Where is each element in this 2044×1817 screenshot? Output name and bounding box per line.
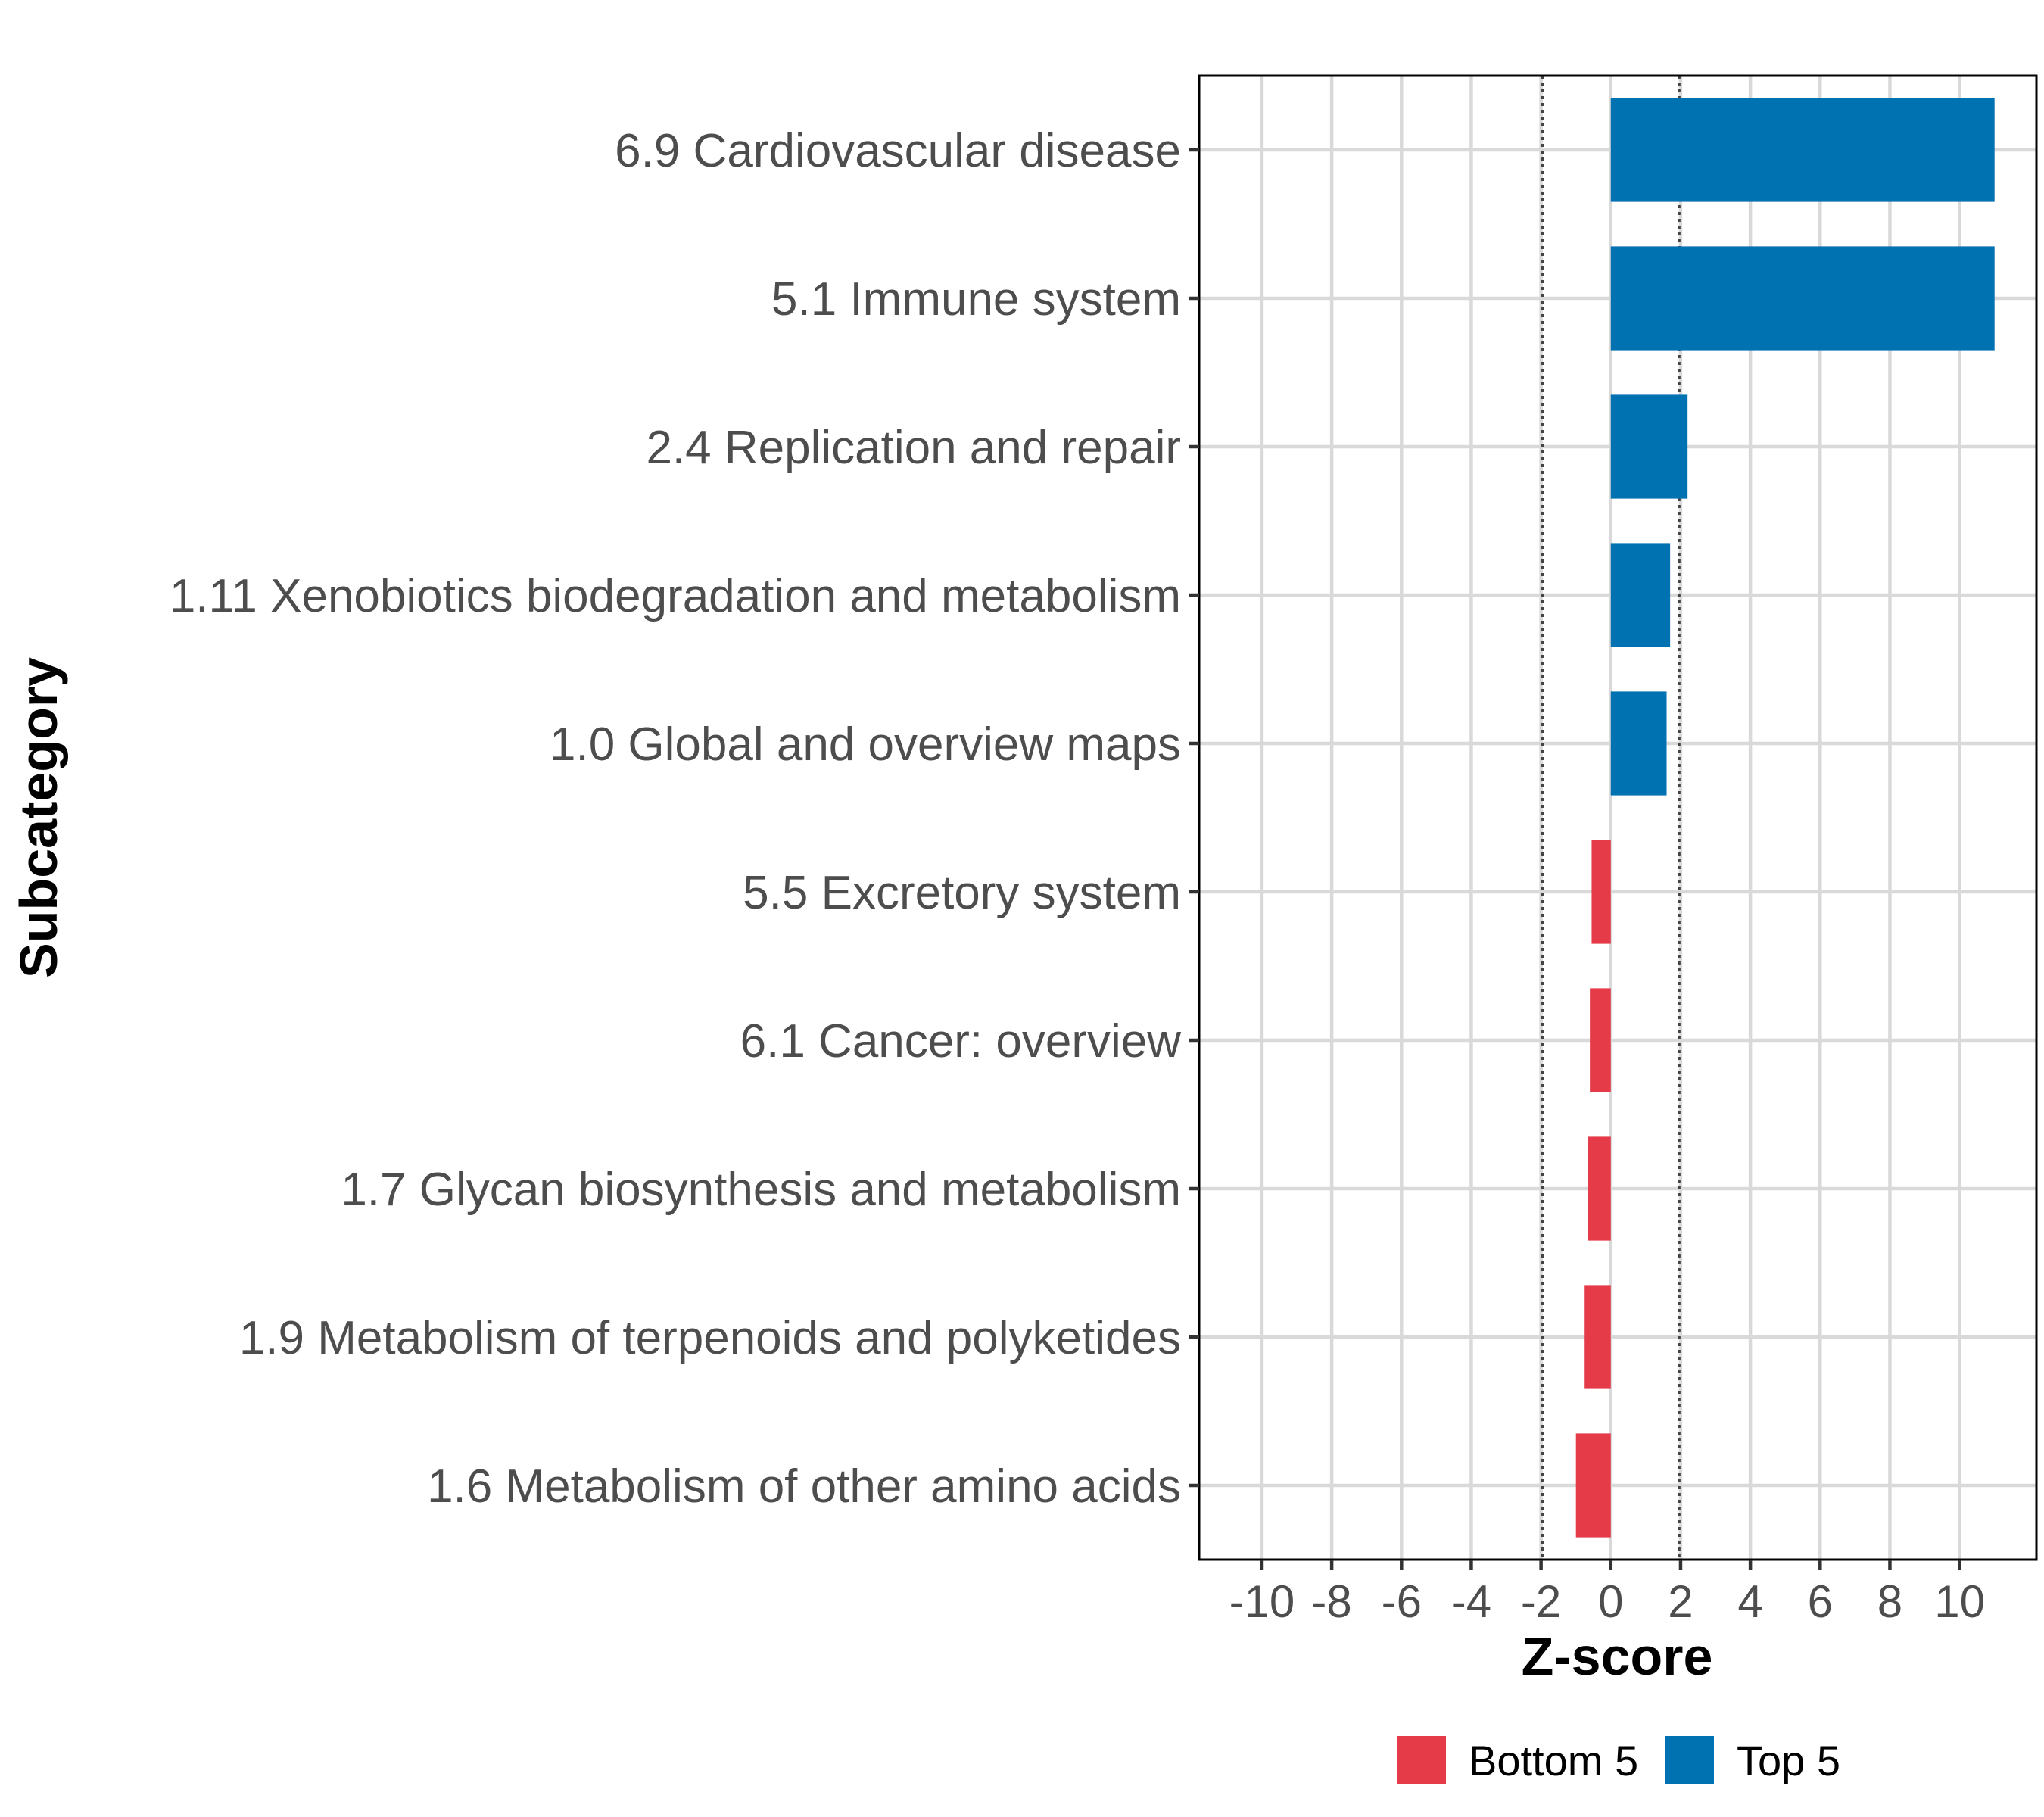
x-tick-label: 4	[1737, 1576, 1762, 1627]
legend-label: Top 5	[1737, 1737, 1840, 1784]
bar	[1610, 394, 1688, 499]
x-tick-label: -8	[1311, 1576, 1351, 1627]
bar	[1584, 1285, 1611, 1389]
x-tick-label: 8	[1877, 1576, 1902, 1627]
x-tick-label: -10	[1229, 1576, 1295, 1627]
bar-layer	[1575, 98, 1995, 1538]
bar	[1610, 246, 1995, 351]
x-axis-title: Z-score	[1522, 1627, 1713, 1686]
bar	[1610, 543, 1671, 647]
category-label: 6.9 Cardiovascular disease	[615, 125, 1181, 177]
legend-label: Bottom 5	[1469, 1737, 1638, 1784]
category-label: 1.7 Glycan biosynthesis and metabolism	[341, 1164, 1181, 1216]
bar	[1575, 1433, 1611, 1538]
category-label: 1.11 Xenobiotics biodegradation and meta…	[170, 570, 1181, 622]
legend: Bottom 5 Top 5	[1397, 1736, 1840, 1784]
x-tick-label: -6	[1382, 1576, 1422, 1627]
y-axis-title: Subcategory	[9, 657, 68, 978]
x-tick-label: 2	[1668, 1576, 1693, 1627]
bar	[1610, 98, 1995, 202]
x-axis: -10 -8 -6 -4 -2 0 2 4 6 8 10	[1229, 1560, 1985, 1627]
category-label: 1.6 Metabolism of other amino acids	[427, 1460, 1181, 1513]
category-label: 2.4 Replication and repair	[646, 422, 1181, 474]
bar	[1590, 988, 1611, 1092]
bar	[1591, 840, 1611, 944]
category-label: 5.1 Immune system	[771, 273, 1181, 326]
category-label: 6.1 Cancer: overview	[740, 1015, 1182, 1067]
bar	[1588, 1136, 1611, 1241]
category-label: 5.5 Excretory system	[743, 867, 1181, 919]
legend-key	[1665, 1736, 1714, 1784]
x-tick-label: 6	[1808, 1576, 1833, 1627]
category-label: 1.9 Metabolism of terpenoids and polyket…	[239, 1312, 1181, 1364]
x-tick-label: -2	[1521, 1576, 1561, 1627]
panel-border	[1198, 74, 2038, 1561]
y-axis: 6.9 Cardiovascular disease 5.1 Immune sys…	[170, 125, 1199, 1513]
legend-key	[1397, 1736, 1446, 1784]
x-tick-label: 10	[1934, 1576, 1985, 1627]
x-tick-label: 0	[1598, 1576, 1623, 1627]
category-label: 1.0 Global and overview maps	[550, 718, 1181, 771]
bar	[1610, 691, 1667, 796]
x-tick-label: -4	[1451, 1576, 1491, 1627]
